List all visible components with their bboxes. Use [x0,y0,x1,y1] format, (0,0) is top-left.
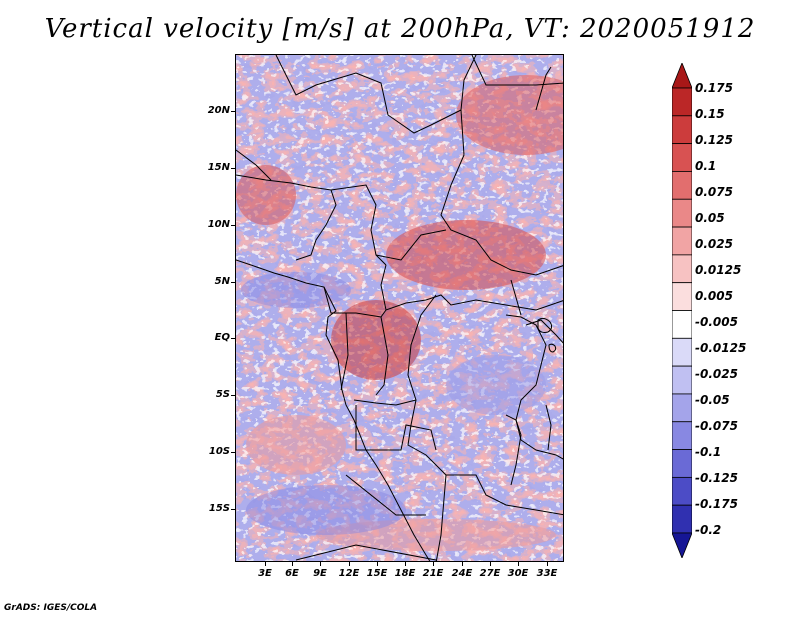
colorbar-cell [672,449,692,478]
lon-label-24e: 24E [451,568,473,579]
lon-label-6e: 6E [285,568,299,579]
lon-tick [433,562,434,566]
colorbar-cell [672,337,692,367]
lat-label-15s: 15S [208,503,230,514]
colorbar-label: 0.125 [695,133,733,147]
colorbar-top-arrow [672,63,692,89]
plot-title: Vertical velocity [m/s] at 200hPa, VT: 2… [44,14,756,44]
lat-label-5s: 5S [215,389,230,400]
colorbar-cell [672,171,692,200]
lon-label-30e: 30E [507,568,529,579]
lon-label-21e: 21E [422,568,444,579]
lon-label-3e: 3E [258,568,272,579]
lat-label-eq: EQ [214,332,230,343]
colorbar-label: -0.125 [695,471,738,485]
lon-label-15e: 15E [366,568,388,579]
vertical-velocity-map [236,55,563,561]
colorbar-cell [672,365,692,395]
lat-label-10n: 10N [207,219,230,230]
colorbar-label: 0.025 [695,237,733,251]
lon-tick [490,562,491,566]
map-panel [235,54,564,562]
lat-tick [231,509,235,510]
colorbar-label: 0.005 [695,289,733,303]
colorbar-cell [672,87,692,117]
lat-tick [231,111,235,112]
lon-label-33e: 33E [536,568,558,579]
lon-tick [265,562,266,566]
lon-label-12e: 12E [338,568,360,579]
colorbar-cell [672,282,692,311]
colorbar-label: -0.025 [695,367,738,381]
lon-label-18e: 18E [394,568,416,579]
colorbar-cell [672,254,692,284]
colorbar-label: 0.175 [695,81,733,95]
lat-tick [231,338,235,339]
colorbar-label: 0.1 [695,159,717,173]
lat-label-15n: 15N [207,162,230,173]
colorbar-cell [672,115,692,145]
colorbar-cell [672,504,692,534]
colorbar-label: -0.005 [695,315,738,329]
grads-credit: GrADS: IGES/COLA [4,603,98,613]
colorbar-label: -0.175 [695,497,738,511]
colorbar-cell [672,476,692,506]
lon-tick [320,562,321,566]
colorbar-cell [672,198,692,228]
lat-label-5n: 5N [214,276,230,287]
colorbar-label: 0.05 [695,211,725,225]
lon-tick [292,562,293,566]
lat-tick [231,395,235,396]
colorbar-cell [672,421,692,450]
lat-tick [231,225,235,226]
colorbar-cell [672,226,692,256]
lon-label-27e: 27E [479,568,501,579]
lat-label-20n: 20N [207,105,230,116]
lon-tick [462,562,463,566]
colorbar-bottom-arrow [672,532,692,558]
colorbar-label: -0.2 [695,523,722,537]
lon-label-9e: 9E [313,568,327,579]
colorbar-cell [672,310,692,339]
colorbar-cell [672,143,692,172]
lon-tick [547,562,548,566]
colorbar-label: 0.075 [695,185,733,199]
colorbar-label: -0.0125 [695,341,747,355]
colorbar-label: -0.05 [695,393,730,407]
colorbar [672,63,692,558]
lon-tick [518,562,519,566]
lat-tick [231,452,235,453]
lon-tick [405,562,406,566]
colorbar-cell [672,393,692,423]
lon-tick [349,562,350,566]
colorbar-label: -0.1 [695,445,722,459]
lat-label-10s: 10S [208,446,230,457]
lat-tick [231,168,235,169]
colorbar-label: 0.15 [695,107,725,121]
colorbar-label: -0.075 [695,419,738,433]
lat-tick [231,282,235,283]
lon-tick [377,562,378,566]
colorbar-label: 0.0125 [695,263,742,277]
